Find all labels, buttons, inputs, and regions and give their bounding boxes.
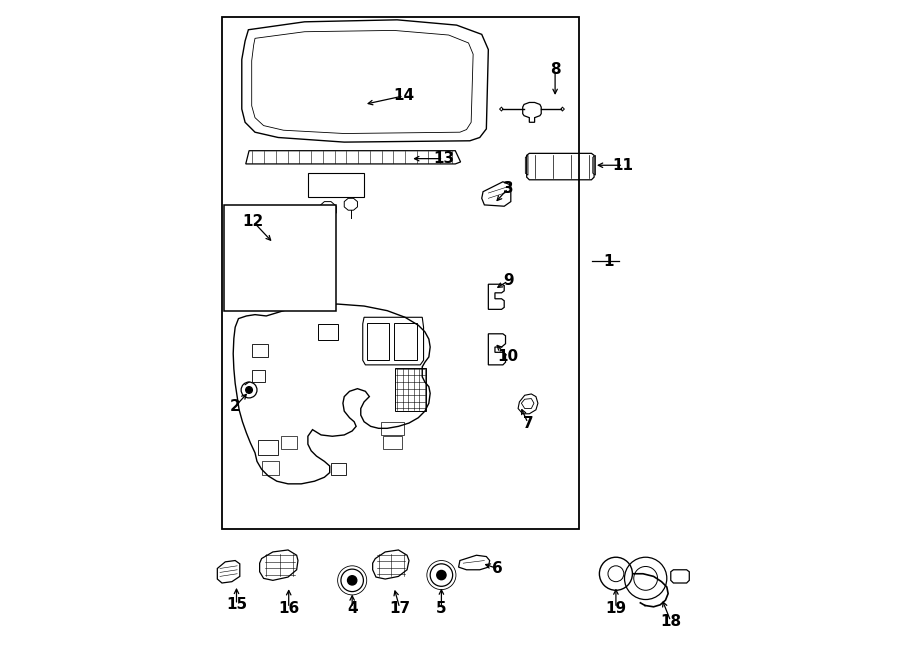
Text: 16: 16	[278, 601, 300, 615]
Bar	[222, 17, 579, 529]
Text: 17: 17	[389, 601, 410, 615]
Text: 8: 8	[550, 62, 561, 77]
Text: 5: 5	[436, 601, 446, 615]
Text: 2: 2	[230, 399, 240, 414]
Text: 6: 6	[491, 561, 502, 576]
Text: 18: 18	[661, 614, 681, 629]
Text: 15: 15	[226, 598, 248, 612]
Text: 11: 11	[613, 158, 634, 173]
Text: 9: 9	[503, 274, 514, 288]
Text: 14: 14	[393, 89, 414, 103]
Text: 3: 3	[503, 181, 514, 196]
Circle shape	[246, 387, 252, 393]
Text: 12: 12	[242, 214, 264, 229]
Circle shape	[436, 570, 446, 580]
Text: 19: 19	[606, 601, 626, 615]
Text: 7: 7	[523, 416, 534, 430]
Text: 10: 10	[498, 350, 518, 364]
Text: 1: 1	[603, 254, 614, 268]
Bar	[224, 205, 337, 311]
Text: 4: 4	[346, 601, 357, 615]
Circle shape	[347, 576, 356, 585]
Text: 13: 13	[433, 151, 454, 166]
